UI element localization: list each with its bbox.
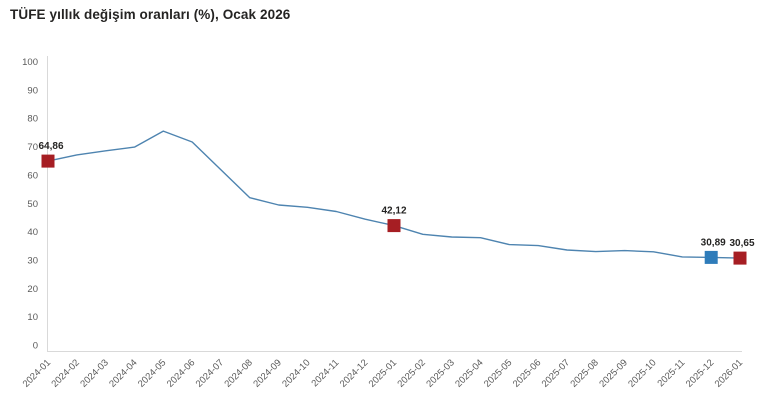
x-tick-label: 2025-06 (511, 357, 543, 389)
data-point-marker (733, 251, 747, 265)
y-tick-label: 50 (27, 199, 38, 210)
data-point-marker (387, 219, 401, 233)
x-tick-label: 2024-06 (165, 357, 197, 389)
x-tick-label: 2024-11 (309, 357, 341, 389)
y-tick-label: 40 (27, 227, 38, 238)
x-tick-label: 2024-10 (280, 357, 312, 389)
x-tick-label: 2024-04 (107, 357, 139, 389)
x-tick-label: 2025-01 (367, 357, 399, 389)
y-tick-label: 80 (27, 114, 38, 125)
data-point-marker (704, 250, 718, 264)
x-tick-label: 2024-08 (222, 357, 254, 389)
y-tick-label: 30 (27, 255, 38, 266)
y-tick-label: 20 (27, 284, 38, 295)
x-tick-label: 2025-12 (684, 357, 716, 389)
x-tick-label: 2025-08 (568, 357, 600, 389)
x-tick-label: 2025-11 (655, 357, 687, 389)
x-tick-label: 2025-04 (453, 357, 485, 389)
trend-line (47, 130, 741, 259)
x-tick-label: 2026-01 (713, 357, 745, 389)
y-tick-label: 10 (27, 312, 38, 323)
y-tick-label: 60 (27, 170, 38, 181)
point-label: 42,12 (381, 206, 406, 217)
y-tick-label: 90 (27, 85, 38, 96)
x-tick-label: 2025-03 (424, 357, 456, 389)
point-label: 30,65 (729, 238, 754, 249)
point-label: 64,86 (38, 141, 63, 152)
y-tick-label: 0 (33, 341, 38, 352)
x-tick-label: 2024-07 (194, 357, 226, 389)
x-tick-label: 2025-02 (395, 357, 427, 389)
point-label: 30,89 (701, 237, 726, 248)
x-tick-label: 2024-09 (251, 357, 283, 389)
x-tick-label: 2025-10 (626, 357, 658, 389)
y-tick-label: 100 (22, 57, 38, 68)
x-tick-label: 2025-05 (482, 357, 514, 389)
x-tick-label: 2024-12 (338, 357, 370, 389)
x-tick-label: 2024-05 (136, 357, 168, 389)
x-tick-label: 2024-02 (49, 357, 81, 389)
x-tick-label: 2024-03 (78, 357, 110, 389)
chart-title: TÜFE yıllık değişim oranları (%), Ocak 2… (10, 7, 291, 22)
x-tick-label: 2024-01 (21, 357, 53, 389)
y-tick-label: 70 (27, 142, 38, 153)
x-tick-label: 2025-07 (540, 357, 572, 389)
data-point-marker (41, 154, 55, 168)
x-tick-label: 2025-09 (597, 357, 629, 389)
